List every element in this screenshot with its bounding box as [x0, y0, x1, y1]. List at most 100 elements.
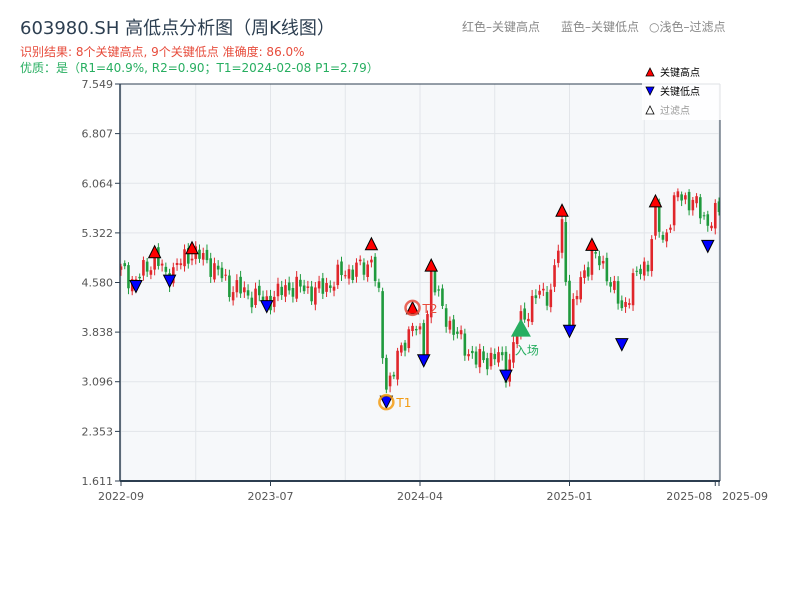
candle-body: [654, 202, 657, 236]
annotation-label: T2: [422, 302, 438, 316]
legend-label: 关键高点: [660, 66, 700, 79]
legend-marker-icon: [645, 105, 655, 115]
candle-body: [388, 375, 392, 387]
candle-body: [179, 263, 183, 266]
candle-body: [635, 270, 639, 272]
candle-body: [407, 329, 411, 349]
candle-body: [553, 265, 556, 287]
candle-body: [295, 276, 298, 299]
key-high-marker: [364, 236, 379, 251]
legend-box: [642, 64, 722, 120]
key-low-marker: [162, 274, 177, 289]
candle-body: [684, 195, 687, 200]
y-tick-label: 4.580: [82, 277, 114, 290]
y-tick-label: 2.353: [82, 425, 114, 438]
candle-body: [392, 374, 396, 377]
y-tick-label: 6.064: [82, 177, 114, 190]
hint-red: 红色–关键高点: [462, 20, 541, 34]
candle-body: [646, 264, 650, 272]
candle-body: [145, 261, 149, 272]
candle-body: [403, 342, 407, 351]
x-tick-label: 2025-01: [547, 490, 593, 503]
candle-body: [613, 280, 616, 290]
candle-body: [310, 286, 313, 302]
candle-body: [400, 345, 403, 353]
candle-body: [355, 262, 358, 277]
candle-body: [418, 326, 422, 330]
candle-body: [340, 261, 343, 276]
y-tick-label: 5.322: [82, 227, 114, 240]
candle-body: [127, 265, 130, 289]
candle-body: [642, 261, 646, 276]
candle-body: [209, 258, 212, 277]
candle-body: [691, 199, 695, 211]
key-low-marker: [259, 300, 274, 314]
candle-body: [493, 353, 497, 360]
x-tick-label: 2025-08: [666, 490, 712, 503]
candle-body: [175, 263, 179, 266]
candle-body: [441, 288, 444, 306]
candle-body: [213, 263, 216, 280]
annotation-label: T1: [395, 396, 411, 410]
candle-body: [302, 285, 306, 292]
candle-body: [220, 267, 224, 279]
candle-body: [523, 308, 526, 320]
candle-body: [336, 264, 340, 286]
candle-body: [306, 286, 310, 288]
x-tick-label: 2024-04: [397, 490, 443, 503]
candle-body: [628, 303, 631, 305]
key-low-marker: [700, 239, 715, 254]
candle-body: [609, 282, 612, 287]
candle-body: [706, 214, 710, 226]
candle-body: [198, 249, 201, 259]
candle-body: [452, 319, 455, 335]
key-high-marker: [648, 193, 663, 208]
key-low-marker: [615, 338, 629, 352]
candle-body: [325, 283, 328, 292]
legend-marker-icon: [645, 67, 655, 77]
candle-body: [672, 195, 676, 226]
candle-body: [246, 290, 250, 296]
candle-body: [370, 259, 373, 263]
x-tick-label: 2025-09: [722, 490, 768, 503]
candle-body: [314, 287, 317, 305]
candle-body: [538, 290, 541, 295]
candle-body: [512, 342, 515, 363]
candle-body: [317, 281, 321, 289]
candle-body: [504, 351, 508, 383]
candle-body: [201, 252, 205, 260]
key-low-marker: [562, 324, 577, 339]
candle-body: [299, 279, 302, 287]
key-high-marker: [185, 240, 199, 255]
result-summary: 识别结果: 8个关键高点, 9个关键低点 准确度: 86.0%: [20, 45, 305, 59]
candle-body: [123, 263, 127, 267]
candle-body: [228, 275, 231, 298]
key-high-marker: [147, 244, 162, 259]
candle-body: [687, 191, 691, 211]
key-low-marker: [416, 354, 431, 368]
candle-body: [329, 285, 332, 288]
quality-summary: 优质：是（R1=40.9%, R2=0.90；T1=2024-02-08 P1=…: [20, 61, 379, 75]
candle-body: [624, 301, 627, 307]
candle-body: [650, 239, 654, 272]
candle-body: [695, 196, 698, 204]
candle-body: [205, 249, 209, 261]
entry-label: 入场: [515, 344, 539, 358]
candle-body: [119, 266, 123, 270]
candle-body: [149, 270, 153, 275]
candle-body: [429, 270, 433, 318]
candle-body: [560, 219, 564, 253]
candle-body: [272, 296, 276, 307]
y-tick-label: 7.549: [82, 78, 114, 91]
candle-body: [549, 289, 553, 308]
candle-body: [527, 318, 530, 322]
key-low-marker: [499, 369, 513, 384]
entry-marker: [510, 318, 531, 337]
key-low-marker: [129, 280, 143, 294]
candle-body: [676, 191, 680, 198]
candle-body: [575, 296, 579, 300]
key-high-marker: [424, 257, 439, 272]
candle-body: [489, 352, 493, 367]
candle-body: [224, 274, 227, 276]
